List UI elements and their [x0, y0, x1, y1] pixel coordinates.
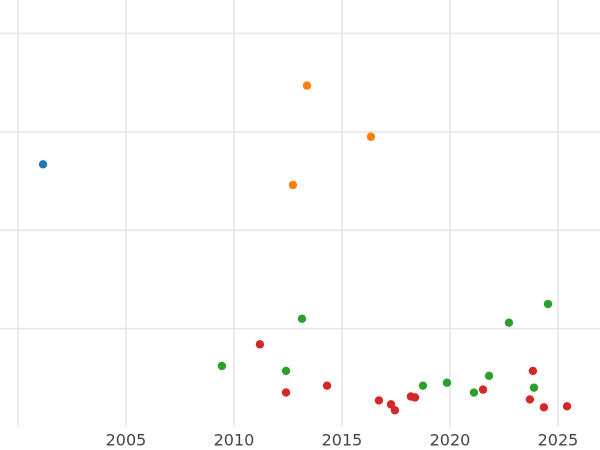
point: [562, 402, 572, 411]
point: [418, 381, 428, 390]
x-tick-label: 2005: [106, 431, 147, 450]
x-tick-label: 2015: [322, 431, 363, 450]
point: [484, 371, 494, 381]
point: [478, 385, 488, 394]
point: [504, 318, 514, 327]
point: [390, 406, 400, 415]
point: [302, 81, 312, 90]
x-tick-label: 2020: [430, 431, 471, 450]
point: [525, 395, 535, 404]
point: [38, 160, 48, 169]
point: [410, 393, 420, 402]
x-tick-label: 2025: [538, 431, 579, 450]
point: [366, 132, 376, 141]
point: [374, 396, 384, 405]
point: [386, 400, 396, 409]
point: [528, 366, 538, 376]
point: [217, 361, 227, 371]
x-tick-label: 2010: [214, 431, 255, 450]
point: [288, 180, 298, 190]
point: [442, 378, 452, 387]
point: [281, 388, 291, 397]
point: [469, 388, 479, 397]
point: [281, 366, 291, 376]
point: [297, 314, 307, 323]
point: [255, 340, 265, 349]
point: [322, 381, 332, 390]
point: [543, 299, 553, 309]
point: [539, 403, 549, 412]
point: [529, 383, 539, 392]
